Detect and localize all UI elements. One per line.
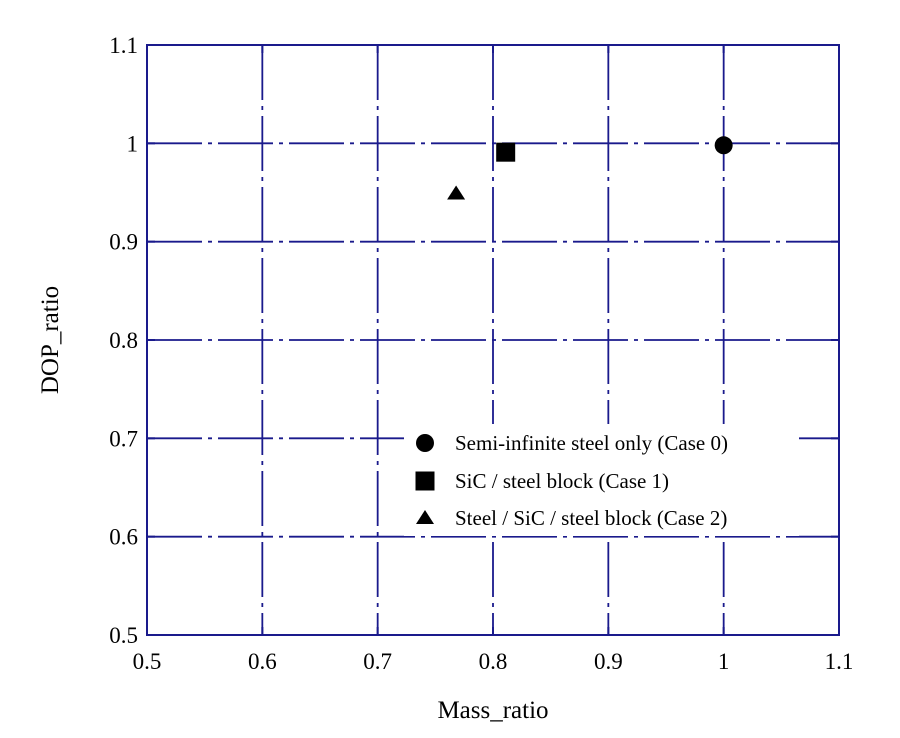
legend-square-marker [415, 471, 435, 491]
grid-lines [147, 45, 839, 635]
y-tick-label: 0.6 [109, 525, 138, 550]
y-tick-label: 0.5 [109, 623, 138, 648]
x-tick-label: 1.1 [825, 649, 854, 674]
y-tick-labels: 0.5 0.6 0.7 0.8 0.9 1 1.1 [109, 33, 138, 648]
y-tick-label: 1.1 [109, 33, 138, 58]
y-tick-label: 0.7 [109, 426, 138, 451]
data-point-square [496, 142, 516, 162]
x-tick-label: 0.7 [363, 649, 392, 674]
x-tick-label: 0.5 [133, 649, 162, 674]
legend-item-label: Steel / SiC / steel block (Case 2) [455, 506, 727, 530]
y-tick-label: 0.8 [109, 328, 138, 353]
legend-item-label: SiC / steel block (Case 1) [455, 469, 669, 493]
x-axis-label: Mass_ratio [437, 697, 548, 724]
legend-background [404, 424, 799, 536]
y-axis-label: DOP_ratio [37, 286, 64, 394]
x-tick-label: 0.9 [594, 649, 623, 674]
data-points [447, 136, 733, 200]
legend-item-label: Semi-infinite steel only (Case 0) [455, 431, 728, 455]
x-tick-label: 0.6 [248, 649, 277, 674]
tick-marks [146, 44, 840, 636]
legend: Semi-infinite steel only (Case 0) SiC / s… [404, 424, 799, 536]
x-tick-label: 1 [718, 649, 730, 674]
x-tick-labels: 0.5 0.6 0.7 0.8 0.9 1 1.1 [133, 649, 854, 674]
y-tick-label: 1 [127, 131, 139, 156]
legend-circle-marker [416, 434, 434, 452]
y-tick-label: 0.9 [109, 230, 138, 255]
x-tick-label: 0.8 [479, 649, 508, 674]
legend-triangle-marker [416, 510, 434, 524]
data-point-circle [714, 136, 733, 155]
data-point-triangle [447, 185, 466, 200]
